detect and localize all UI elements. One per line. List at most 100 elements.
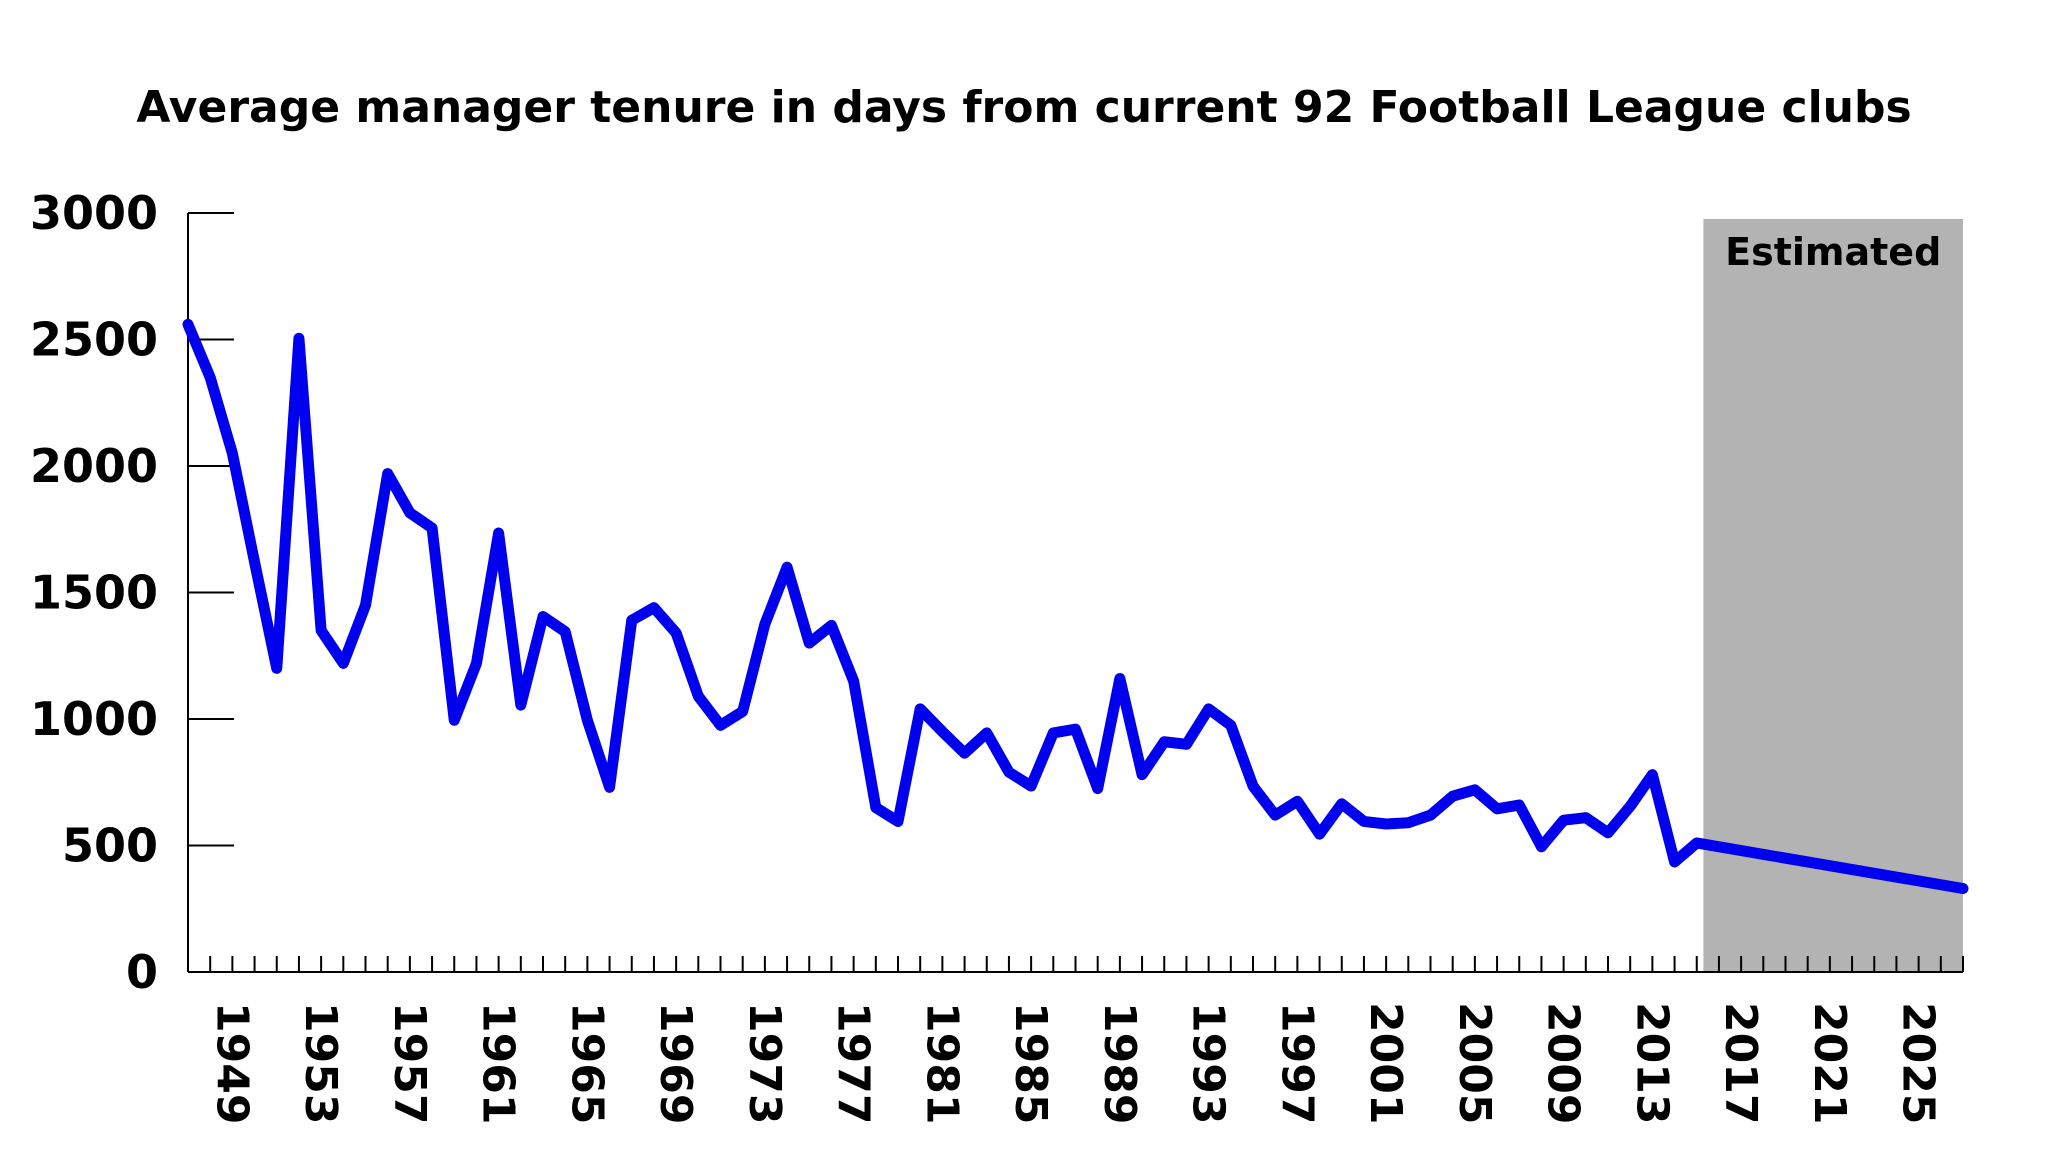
data-point xyxy=(720,724,721,726)
estimated-label: Estimated xyxy=(1725,230,1941,274)
x-tick-label: 2001 xyxy=(1360,1002,1411,1124)
data-point xyxy=(1518,804,1520,806)
data-point xyxy=(564,631,566,633)
data-point xyxy=(1430,814,1431,816)
data-point xyxy=(1274,814,1276,816)
data-point xyxy=(1385,823,1387,825)
y-tick-label: 2500 xyxy=(30,313,158,367)
x-tick-label: 1981 xyxy=(916,1002,967,1124)
data-point xyxy=(697,695,699,697)
data-point xyxy=(1252,785,1254,787)
data-point xyxy=(830,624,832,626)
x-tick-label: 1985 xyxy=(1005,1002,1056,1124)
x-tick-label: 1965 xyxy=(561,1002,612,1124)
x-tick-label: 1949 xyxy=(206,1002,257,1124)
x-tick-label: 2017 xyxy=(1715,1002,1766,1124)
data-point xyxy=(431,527,433,529)
x-tick-label: 1969 xyxy=(650,1002,701,1124)
x-tick-label: 1993 xyxy=(1183,1002,1234,1124)
data-point xyxy=(1651,774,1653,776)
x-tick-label: 1953 xyxy=(295,1002,346,1124)
x-tick-label: 2005 xyxy=(1449,1002,1500,1124)
data-point xyxy=(1052,732,1054,734)
data-point xyxy=(1163,741,1165,743)
data-point xyxy=(1119,678,1121,680)
x-tick-label: 1989 xyxy=(1094,1002,1145,1124)
chart-title: Average manager tenure in days from curr… xyxy=(136,82,1911,133)
data-point xyxy=(475,662,477,664)
data-point xyxy=(1585,817,1587,819)
y-tick-label: 0 xyxy=(126,945,158,999)
data-point xyxy=(254,561,256,563)
data-point xyxy=(1629,805,1631,807)
data-point xyxy=(1452,795,1454,797)
x-tick-label: 2013 xyxy=(1626,1002,1677,1124)
data-point xyxy=(631,619,633,621)
data-point xyxy=(1474,789,1476,791)
data-point xyxy=(853,680,855,682)
data-point xyxy=(1030,785,1032,787)
data-point xyxy=(1496,808,1498,810)
y-tick-label: 2000 xyxy=(30,439,158,493)
data-point xyxy=(209,376,211,378)
data-point xyxy=(1319,833,1321,835)
data-point xyxy=(1141,774,1143,776)
data-point xyxy=(1674,861,1676,863)
data-point xyxy=(653,607,655,609)
data-point xyxy=(542,616,544,618)
data-point xyxy=(1540,846,1542,848)
data-point xyxy=(320,629,322,631)
data-point xyxy=(1296,800,1298,802)
data-point xyxy=(342,662,344,664)
data-point xyxy=(453,719,455,721)
x-tick-label: 1973 xyxy=(739,1002,790,1124)
data-point xyxy=(808,642,810,644)
data-point xyxy=(1208,708,1210,710)
data-point xyxy=(786,566,788,568)
data-point xyxy=(365,604,366,606)
data-point xyxy=(520,704,522,706)
data-point xyxy=(986,732,988,734)
y-tick-label: 1500 xyxy=(30,566,158,620)
data-point xyxy=(1185,743,1187,745)
data-point xyxy=(1696,842,1698,844)
data-point xyxy=(609,786,611,788)
y-tick-label: 500 xyxy=(62,819,158,873)
data-point xyxy=(1008,771,1010,773)
data-point xyxy=(1230,724,1232,726)
series-line xyxy=(182,318,1969,895)
data-point xyxy=(964,752,966,754)
estimated-region xyxy=(1703,219,1963,972)
x-tick-label: 2025 xyxy=(1893,1002,1944,1124)
x-tick-label: 2021 xyxy=(1804,1002,1855,1124)
data-point xyxy=(941,731,943,733)
data-point xyxy=(1363,820,1365,822)
data-point xyxy=(498,532,500,534)
data-point xyxy=(276,667,278,669)
y-tick-label: 1000 xyxy=(30,692,158,746)
y-tick-label: 3000 xyxy=(30,186,158,240)
x-tick-label: 1961 xyxy=(473,1002,524,1124)
data-point xyxy=(1341,803,1343,805)
x-tick-label: 1997 xyxy=(1271,1002,1322,1124)
data-point xyxy=(764,623,766,625)
data-point xyxy=(919,708,921,710)
data-point xyxy=(409,512,411,514)
x-tick-label: 1977 xyxy=(828,1002,879,1124)
data-point xyxy=(1075,728,1076,730)
data-point xyxy=(897,820,899,822)
data-point xyxy=(1607,832,1609,834)
data-point xyxy=(675,632,677,634)
data-point xyxy=(298,337,300,339)
data-point xyxy=(586,719,588,721)
x-tick-label: 1957 xyxy=(384,1002,435,1124)
x-tick-label: 2009 xyxy=(1538,1002,1589,1124)
data-point xyxy=(1097,788,1099,790)
data-point xyxy=(1962,888,1964,890)
data-point xyxy=(1407,822,1409,824)
data-point xyxy=(231,452,233,454)
data-point xyxy=(187,323,189,325)
data-point xyxy=(387,473,389,475)
data-point xyxy=(875,807,877,809)
